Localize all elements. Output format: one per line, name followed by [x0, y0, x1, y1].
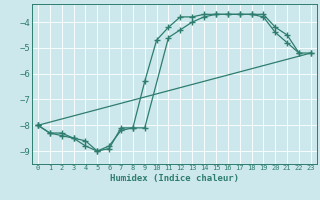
X-axis label: Humidex (Indice chaleur): Humidex (Indice chaleur) [110, 174, 239, 183]
